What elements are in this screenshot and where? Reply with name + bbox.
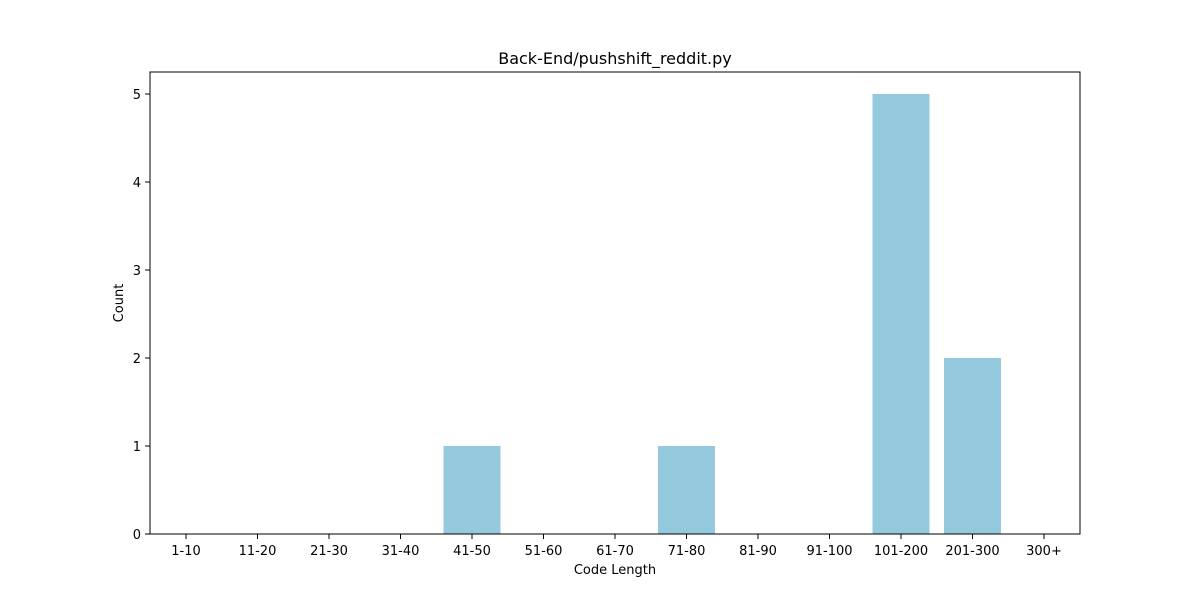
y-tick-label: 5 <box>133 88 141 103</box>
x-tick-label: 300+ <box>1026 544 1062 559</box>
y-tick-label: 4 <box>133 176 141 191</box>
y-tick-label: 0 <box>133 528 141 543</box>
x-tick-label: 51-60 <box>525 544 563 559</box>
x-tick-label: 101-200 <box>874 544 928 559</box>
x-tick-label: 31-40 <box>382 544 420 559</box>
bars-group <box>443 94 1001 534</box>
x-axis-ticks: 1-10 11-20 21-30 31-40 41-50 51-60 61-70 71-80 8… <box>171 534 1062 559</box>
y-tick-label: 2 <box>133 352 141 367</box>
x-tick-label: 91-100 <box>806 544 852 559</box>
bar-41-50 <box>443 446 501 534</box>
x-tick-label: 201-300 <box>945 544 999 559</box>
x-tick-label: 71-80 <box>668 544 706 559</box>
y-tick-label: 3 <box>133 264 141 279</box>
x-tick-label: 41-50 <box>453 544 491 559</box>
y-axis-label: Count <box>112 284 127 323</box>
x-tick-label: 81-90 <box>739 544 777 559</box>
x-axis-label: Code Length <box>574 563 656 578</box>
plot-area-frame <box>149 71 1081 535</box>
chart-title: Back-End/pushshift_reddit.py <box>498 49 732 69</box>
y-tick-label: 1 <box>133 440 141 455</box>
x-tick-label: 21-30 <box>310 544 348 559</box>
bar-201-300 <box>944 358 1001 534</box>
x-tick-label: 61-70 <box>596 544 634 559</box>
x-tick-label: 1-10 <box>171 544 201 559</box>
x-tick-label: 11-20 <box>239 544 277 559</box>
bar-101-200 <box>872 94 930 534</box>
y-axis-ticks: 0 1 2 3 4 5 <box>133 88 150 543</box>
bar-71-80 <box>658 446 715 534</box>
